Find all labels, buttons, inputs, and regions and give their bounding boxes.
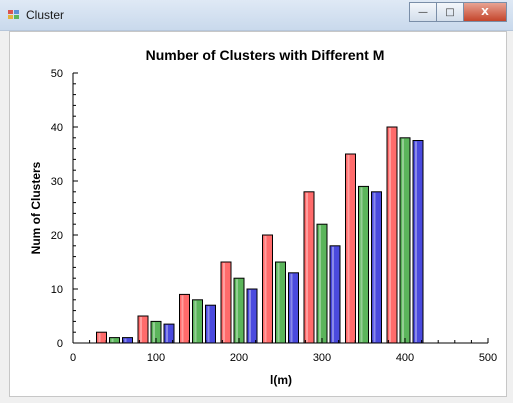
bar-series-1-300 bbox=[303, 191, 315, 344]
bar-series-2-50 bbox=[109, 337, 120, 344]
bar-highlight bbox=[124, 338, 127, 342]
bar-highlight bbox=[223, 263, 225, 342]
bar-highlight bbox=[140, 317, 142, 342]
bar-highlight bbox=[249, 290, 251, 342]
x-tick-label: 200 bbox=[230, 352, 248, 364]
bar-highlight bbox=[347, 155, 350, 342]
bar-highlight bbox=[306, 192, 308, 342]
bar-series-2-250 bbox=[275, 261, 286, 344]
bar-series-3-50 bbox=[122, 337, 133, 344]
y-tick-label: 10 bbox=[51, 284, 63, 296]
y-tick-label: 20 bbox=[51, 230, 63, 242]
bar-highlight bbox=[153, 322, 155, 342]
bar-series-2-150 bbox=[192, 299, 203, 344]
minimize-button[interactable]: — bbox=[409, 2, 437, 22]
bar-highlight bbox=[415, 141, 417, 342]
bar-highlight bbox=[207, 306, 210, 342]
chart-area: Number of Clusters with Different M l(m)… bbox=[9, 31, 507, 397]
app-icon bbox=[8, 10, 19, 19]
bar-series-3-200 bbox=[246, 288, 258, 344]
bar-highlight bbox=[402, 138, 404, 342]
y-tick-label: 30 bbox=[51, 176, 63, 188]
bar-series-1-150 bbox=[179, 293, 190, 344]
bar-series-2-350 bbox=[358, 185, 369, 344]
bar-series-1-250 bbox=[262, 234, 273, 344]
bar-highlight bbox=[319, 225, 321, 342]
bar-highlight bbox=[194, 300, 197, 342]
bar-highlight bbox=[389, 128, 391, 342]
y-tick-label: 0 bbox=[57, 338, 63, 350]
bar-series-1-350 bbox=[345, 153, 356, 344]
bar-highlight bbox=[166, 325, 168, 342]
x-tick-label: 0 bbox=[70, 352, 76, 364]
bar-highlight bbox=[277, 263, 280, 342]
bar-series-1-50 bbox=[96, 331, 107, 344]
bar-series-1-400 bbox=[386, 126, 398, 344]
bar-series-2-300 bbox=[316, 223, 328, 344]
y-tick-label: 50 bbox=[51, 68, 63, 80]
x-tick-label: 100 bbox=[147, 352, 165, 364]
bar-highlight bbox=[264, 236, 267, 342]
bar-series-2-200 bbox=[233, 277, 245, 344]
bar-series-3-350 bbox=[371, 191, 382, 344]
bar-series-3-400 bbox=[412, 140, 424, 344]
x-tick-label: 500 bbox=[479, 352, 497, 364]
bar-highlight bbox=[181, 295, 184, 342]
bar-highlight bbox=[236, 279, 238, 342]
bar-highlight bbox=[290, 273, 293, 342]
bar-series-3-250 bbox=[288, 272, 299, 344]
bar-series-2-400 bbox=[399, 137, 411, 344]
bar-highlight bbox=[360, 187, 363, 342]
caption-buttons: — □ X bbox=[409, 2, 507, 22]
bar-series-3-300 bbox=[329, 245, 341, 344]
title-bar[interactable]: Cluster — □ X bbox=[0, 0, 513, 31]
x-tick-label: 300 bbox=[313, 352, 331, 364]
chart-title: Number of Clusters with Different M bbox=[146, 47, 385, 63]
window-title: Cluster bbox=[26, 8, 65, 22]
bar-chart: Number of Clusters with Different M l(m)… bbox=[29, 47, 497, 387]
bar-highlight bbox=[111, 338, 114, 342]
y-axis-label: Num of Clusters bbox=[29, 161, 43, 254]
bar-series-1-100 bbox=[137, 315, 149, 344]
bar-series-3-150 bbox=[205, 304, 216, 344]
close-button[interactable]: X bbox=[463, 2, 507, 22]
x-tick-label: 400 bbox=[396, 352, 414, 364]
y-tick-label: 40 bbox=[51, 122, 63, 134]
maximize-button[interactable]: □ bbox=[436, 2, 464, 22]
bar-highlight bbox=[98, 333, 101, 342]
bar-highlight bbox=[332, 246, 334, 342]
bar-highlight bbox=[373, 192, 376, 342]
bars-group bbox=[96, 126, 424, 344]
bar-series-1-200 bbox=[220, 261, 232, 344]
x-axis-label: l(m) bbox=[270, 373, 292, 387]
